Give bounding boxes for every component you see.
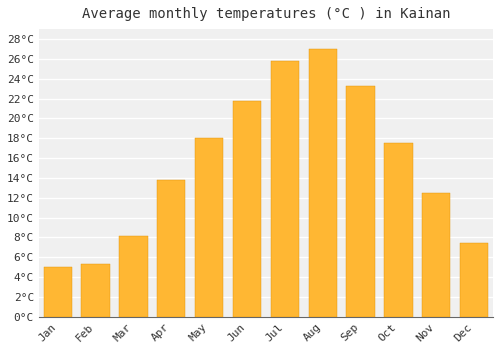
Bar <box>157 180 186 317</box>
Bar <box>384 143 412 317</box>
Bar <box>422 193 450 317</box>
Bar <box>233 102 261 317</box>
Bar <box>119 237 148 317</box>
Bar <box>346 86 375 317</box>
Bar <box>44 267 72 317</box>
Title: Average monthly temperatures (°C ) in Kainan: Average monthly temperatures (°C ) in Ka… <box>82 7 450 21</box>
Bar <box>308 49 337 317</box>
Bar <box>82 264 110 317</box>
Bar <box>460 243 488 317</box>
Bar <box>195 138 224 317</box>
Bar <box>270 61 299 317</box>
